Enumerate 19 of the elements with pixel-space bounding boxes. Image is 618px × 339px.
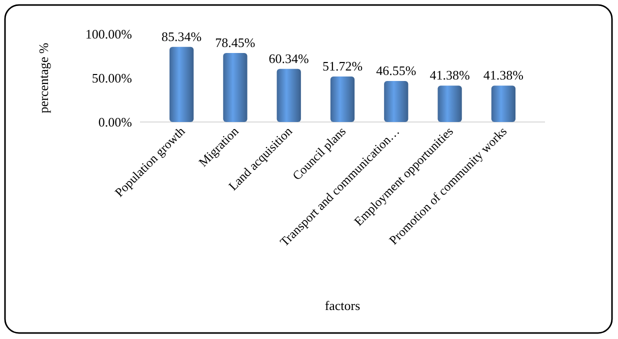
data-label: 78.45% — [215, 34, 256, 50]
y-axis-title: percentage % — [36, 42, 51, 114]
bar — [384, 81, 408, 122]
bar — [276, 68, 301, 122]
bar — [170, 46, 194, 122]
data-label: 41.38% — [483, 68, 524, 83]
data-label: 46.55% — [376, 63, 416, 78]
bar — [223, 52, 248, 122]
data-label: 41.38% — [430, 68, 470, 83]
bar — [491, 86, 516, 122]
y-tick-label: 50.00% — [92, 70, 132, 86]
y-tick-label: 0.00% — [98, 114, 132, 130]
data-label: 60.34% — [268, 50, 310, 66]
y-tick-label: 100.00% — [85, 26, 132, 42]
data-label: 85.34% — [162, 28, 202, 44]
bar — [330, 76, 355, 122]
bar — [438, 86, 462, 122]
x-axis-title: factors — [324, 298, 360, 313]
data-label: 51.72% — [322, 58, 363, 74]
